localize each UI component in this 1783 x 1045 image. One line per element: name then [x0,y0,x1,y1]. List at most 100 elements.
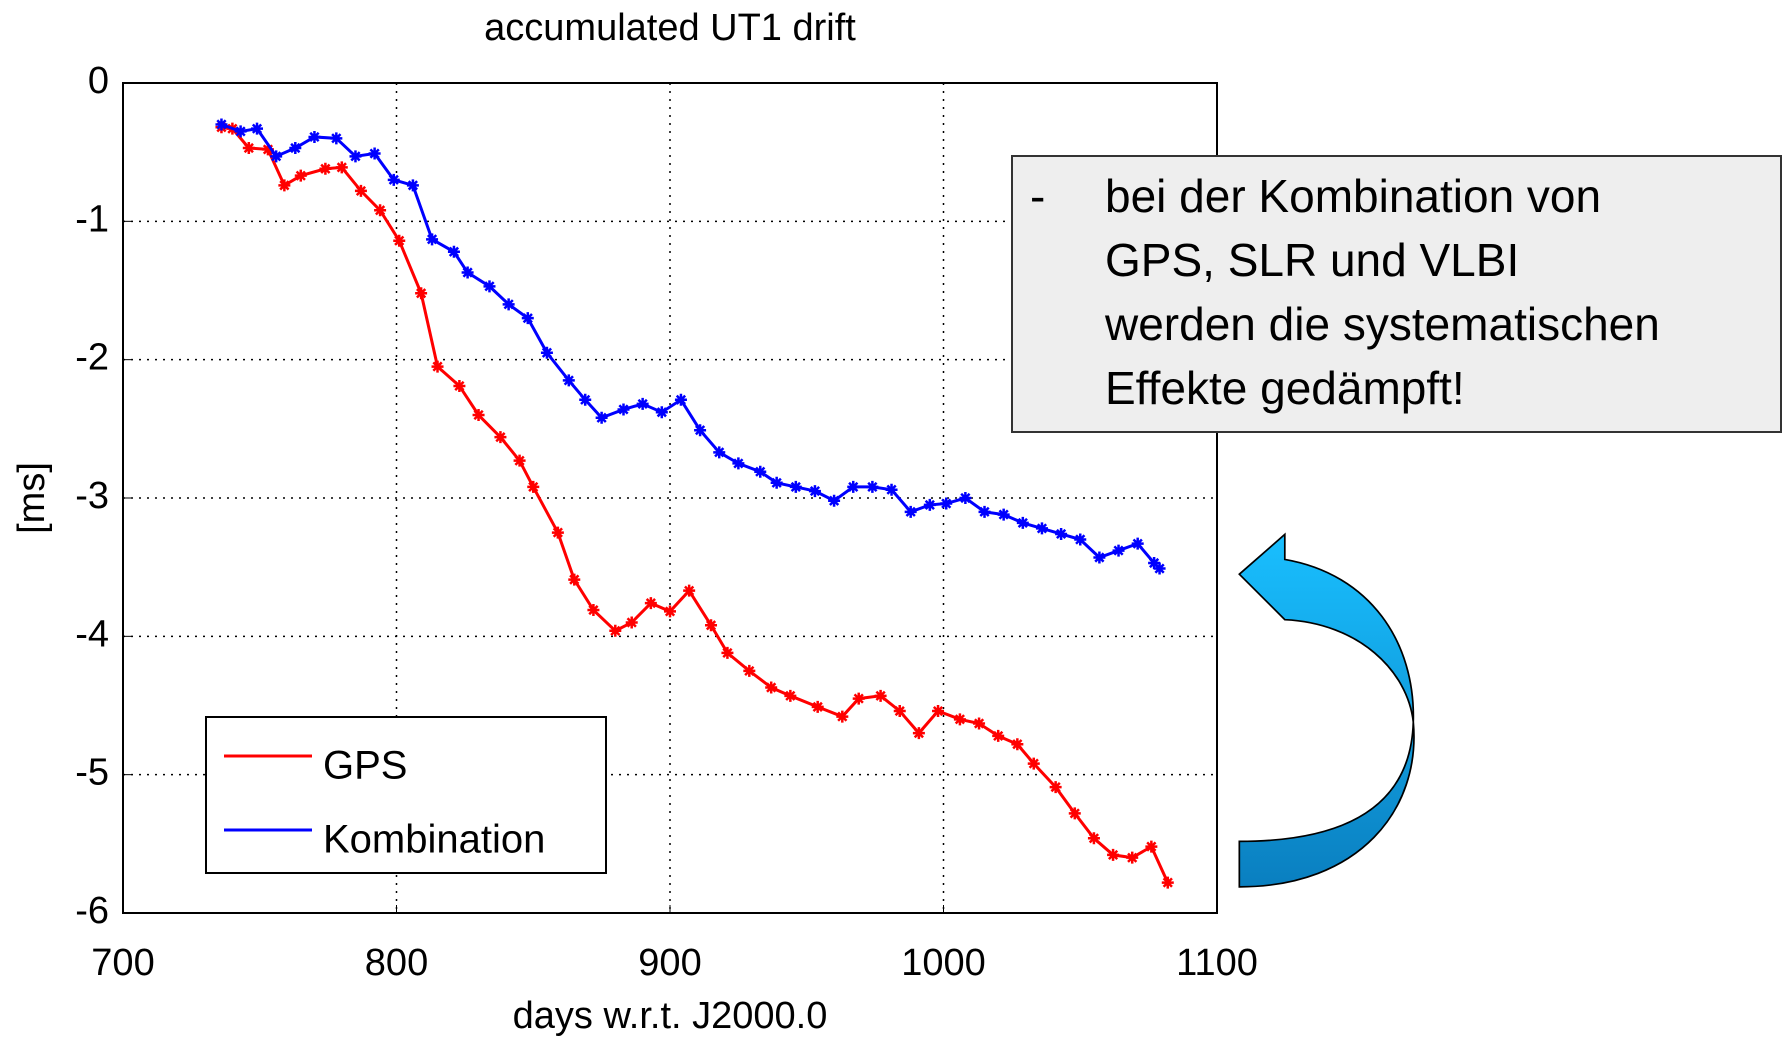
data-marker [540,346,553,359]
data-marker [387,173,400,186]
data-marker [234,125,247,138]
data-marker [319,162,332,175]
data-marker [811,700,824,713]
data-marker [713,446,726,459]
x-tick-label: 1100 [1176,942,1258,984]
data-marker [1153,562,1166,575]
data-marker [644,597,657,610]
data-marker [808,485,821,498]
data-marker [447,245,460,258]
y-axis-label: [ms] [11,462,53,534]
data-marker [866,480,879,493]
data-marker [674,393,687,406]
data-marker [912,727,925,740]
annotation-bullet: - [1030,170,1045,222]
data-marker [978,505,991,518]
data-marker [1093,551,1106,564]
data-marker [502,298,515,311]
data-marker [1055,527,1068,540]
data-marker [426,233,439,246]
data-marker [278,179,291,192]
data-marker [1131,537,1144,550]
legend-label: Kombination [323,818,545,862]
annotation-line: bei der Kombination von [1105,170,1601,222]
x-tick-label: 800 [365,942,428,984]
data-marker [705,619,718,632]
data-marker [521,312,534,325]
data-marker [959,492,972,504]
data-marker [732,457,745,470]
data-marker [579,393,592,406]
data-marker [1145,840,1158,853]
data-marker [636,397,649,410]
data-marker [1161,876,1174,889]
data-marker [431,360,444,373]
data-marker [784,689,797,702]
data-marker [609,624,622,637]
data-marker [836,710,849,723]
data-marker [289,142,302,155]
data-marker [261,143,274,156]
data-marker [997,508,1010,521]
data-marker [625,616,638,629]
legend-box [205,716,607,874]
data-marker [789,480,802,493]
data-marker [923,498,936,511]
data-marker [527,480,540,493]
data-marker [406,179,419,192]
data-marker [562,374,575,387]
data-marker [940,497,953,510]
data-marker [1016,516,1029,529]
data-marker [294,169,307,182]
data-marker [1074,533,1087,546]
data-marker [1112,544,1125,557]
data-marker [513,454,526,467]
data-marker [721,646,734,659]
data-marker [655,406,668,419]
data-marker [215,118,228,131]
data-marker [1087,832,1100,845]
x-tick-label: 900 [638,942,701,984]
curved-arrow [1238,532,1415,888]
x-tick-label: 700 [91,942,154,984]
y-tick-label: -3 [75,475,109,517]
y-tick-label: -6 [75,890,109,932]
plot-border [122,82,1218,914]
data-marker [595,411,608,424]
annotation-line: GPS, SLR und VLBI [1105,234,1519,286]
y-tick-label: -4 [75,613,109,655]
data-marker [1107,848,1120,861]
data-marker [953,713,966,726]
data-marker [551,526,564,539]
data-marker [354,184,367,197]
annotation-box [1011,155,1782,433]
data-marker [393,234,406,247]
data-marker [852,692,865,705]
data-marker [973,717,986,730]
data-marker [1035,522,1048,535]
annotation-line: Effekte gedämpft! [1105,362,1465,414]
data-marker [1027,757,1040,770]
data-marker [904,505,917,518]
y-tick-label: -5 [75,752,109,794]
data-marker [461,266,474,279]
data-marker [242,142,255,155]
data-marker [743,664,756,677]
data-marker [770,476,783,489]
data-marker [992,729,1005,742]
y-tick-label: 0 [88,60,109,102]
data-marker [308,130,321,143]
data-marker [893,705,906,718]
data-marker [1148,557,1161,570]
x-axis-label: days w.r.t. J2000.0 [513,995,828,1037]
legend-label: GPS [323,744,407,788]
data-marker [270,150,283,163]
data-marker [587,604,600,617]
data-marker [1126,851,1139,864]
y-tick-label: -1 [75,198,109,240]
data-marker [568,573,581,586]
data-marker [494,431,507,444]
data-marker [483,280,496,293]
data-marker [617,403,630,416]
